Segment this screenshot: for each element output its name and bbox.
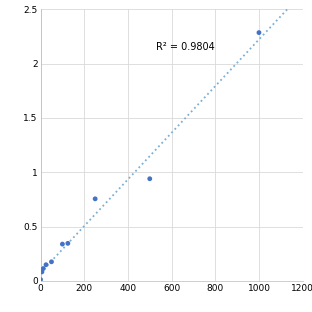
- Text: R² = 0.9804: R² = 0.9804: [156, 41, 215, 51]
- Point: [49, 259, 54, 264]
- Point: [38, 277, 43, 282]
- Point: [147, 176, 152, 181]
- Point: [66, 241, 71, 246]
- Point: [43, 262, 49, 267]
- Point: [256, 30, 261, 35]
- Point: [93, 196, 98, 201]
- Point: [60, 241, 65, 246]
- Point: [41, 266, 46, 271]
- Point: [39, 269, 44, 274]
